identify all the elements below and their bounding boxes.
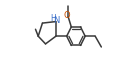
Text: H: H (50, 14, 56, 23)
Text: O: O (64, 11, 70, 20)
Text: N: N (54, 16, 60, 24)
